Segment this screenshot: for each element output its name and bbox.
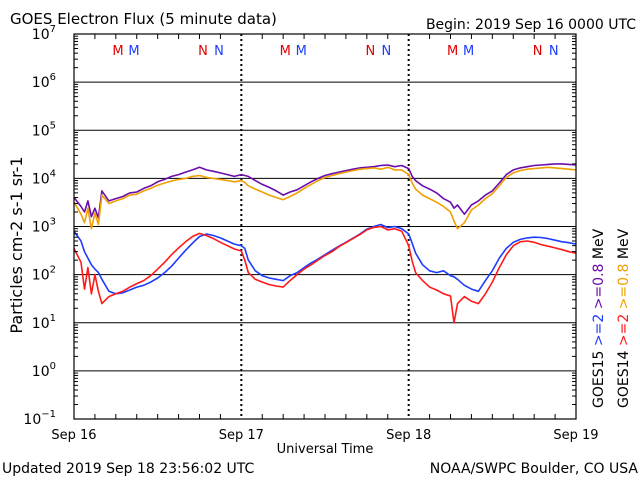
series-line-3: [73, 225, 577, 324]
marker-label: M: [296, 44, 307, 59]
y-tick-label: 101: [32, 313, 56, 332]
marker-label: N: [549, 44, 559, 59]
marker-label: M: [463, 44, 474, 59]
y-tick-label: 105: [32, 120, 56, 139]
marker-label: M: [112, 44, 123, 59]
marker-label: N: [198, 44, 208, 59]
x-axis-label: Universal Time: [277, 442, 374, 457]
y-axis-ticks: 107 106 105 104 103 102 101 100 10−1: [23, 24, 576, 428]
y-axis-label-text: Particles cm-2 s-1 sr-1: [7, 156, 26, 333]
x-tick-label: Sep 16: [51, 428, 96, 443]
y-axis-label: Particles cm-2 s-1 sr-1: [7, 156, 26, 333]
marker-label: N: [365, 44, 375, 59]
y-tick-label: 107: [32, 24, 56, 43]
legend-goes15: GOES15 >=2 >=0.8 MeV: [591, 228, 607, 408]
grid-lines: [74, 33, 576, 420]
series-line-0: [73, 163, 577, 219]
marker-label: N: [381, 44, 391, 59]
series-line-2: [73, 223, 577, 295]
begin-date: Begin: 2019 Sep 16 0000 UTC: [426, 17, 636, 33]
series-lines: [73, 163, 577, 324]
marker-label: M: [280, 44, 291, 59]
y-tick-label: 10−1: [23, 409, 56, 428]
x-tick-label: Sep 19: [553, 428, 598, 443]
x-tick-label: Sep 17: [219, 428, 264, 443]
updated-timestamp: Updated 2019 Sep 18 23:56:02 UTC: [2, 461, 255, 477]
chart-title: GOES Electron Flux (5 minute data): [10, 10, 277, 28]
y-tick-label: 106: [32, 72, 56, 91]
x-tick-label: Sep 18: [386, 428, 431, 443]
legend: GOES15 >=2 >=0.8 MeV GOES14 >=2 >=0.8 MeV: [591, 228, 632, 408]
marker-label: N: [214, 44, 224, 59]
y-tick-label: 102: [32, 265, 56, 284]
x-axis-ticks: Sep 16 Sep 17 Sep 18 Sep 19: [51, 34, 599, 443]
marker-label: N: [533, 44, 543, 59]
y-tick-label: 103: [32, 217, 56, 236]
marker-label: M: [447, 44, 458, 59]
day-boundaries: [240, 34, 410, 419]
series-line-1: [73, 166, 577, 230]
credit-text: NOAA/SWPC Boulder, CO USA: [430, 461, 639, 477]
y-tick-label: 100: [32, 361, 56, 380]
legend-goes14: GOES14 >=2 >=0.8 MeV: [616, 228, 632, 408]
y-tick-label: 104: [32, 168, 56, 187]
marker-label: M: [128, 44, 139, 59]
